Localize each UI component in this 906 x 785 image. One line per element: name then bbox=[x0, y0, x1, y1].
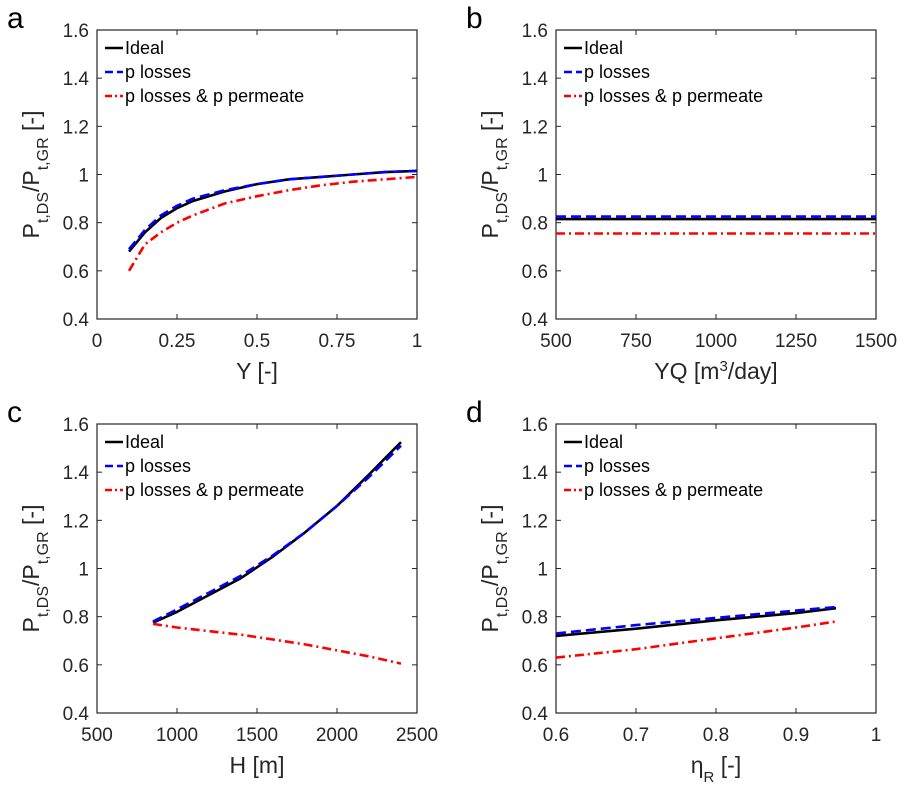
x-tick-label: 500 bbox=[540, 331, 572, 352]
y-tick-label: 1.4 bbox=[63, 463, 90, 484]
y-tick-label: 0.6 bbox=[63, 262, 89, 283]
legend-entry: Ideal bbox=[584, 38, 623, 58]
y-tick-label: 1 bbox=[78, 166, 89, 187]
x-tick-label: 750 bbox=[620, 331, 652, 352]
y-tick-label: 1.4 bbox=[522, 463, 549, 484]
series-line-p-losses-p-permeate bbox=[152, 622, 402, 665]
panel-letter: d bbox=[466, 396, 483, 429]
x-tick-label: 1500 bbox=[236, 725, 278, 746]
y-axis-label: Pt,DS/Pt,GR [-] bbox=[18, 111, 52, 239]
series-line-p-losses bbox=[556, 605, 837, 635]
y-tick-label: 0.4 bbox=[63, 704, 90, 725]
legend-entry: p losses bbox=[125, 456, 191, 476]
legend-entry: p losses & p permeate bbox=[584, 480, 763, 500]
legend-entry: p losses & p permeate bbox=[125, 86, 304, 106]
panel-c: 500 1000 1500 2000 2500 0.4 0.6 0.8 1 1.2 1.4 1.6 H … bbox=[7, 396, 438, 778]
y-tick-label: 1.6 bbox=[63, 21, 89, 42]
y-tick-label: 0.8 bbox=[63, 214, 89, 235]
legend-entry: Ideal bbox=[125, 38, 164, 58]
y-axis-label: Pt,DS/Pt,GR [-] bbox=[18, 505, 52, 633]
y-tick-label: 0.8 bbox=[522, 608, 548, 629]
y-tick-label: 1.6 bbox=[63, 415, 89, 436]
x-tick-label: 0.7 bbox=[623, 725, 649, 746]
panel-letter: a bbox=[7, 2, 24, 35]
x-tick-label: 0.75 bbox=[319, 331, 356, 352]
y-tick-label: 0.8 bbox=[522, 214, 548, 235]
y-tick-label: 0.6 bbox=[522, 656, 548, 677]
legend-entry: p losses & p permeate bbox=[125, 480, 304, 500]
y-tick-label: 0.4 bbox=[63, 310, 90, 331]
y-tick-label: 1.2 bbox=[522, 511, 548, 532]
x-tick-label: 1 bbox=[412, 331, 423, 352]
series-line-p-losses bbox=[152, 444, 402, 623]
panel-d: 0.6 0.7 0.8 0.9 10.40.60.811.21.41.6ηR [-]Pt… bbox=[466, 396, 881, 785]
x-tick-label: 500 bbox=[81, 725, 113, 746]
x-tick-label: 1 bbox=[871, 725, 882, 746]
series-line-ideal bbox=[127, 169, 417, 253]
x-axis-label: H [m] bbox=[230, 752, 285, 778]
y-axis-label: Pt,DS/Pt,GR [-] bbox=[477, 505, 511, 633]
legend-entry: p losses bbox=[584, 62, 650, 82]
y-tick-label: 1.6 bbox=[522, 21, 548, 42]
y-tick-label: 0.8 bbox=[63, 608, 89, 629]
x-tick-label: 1250 bbox=[775, 331, 817, 352]
y-tick-label: 1.6 bbox=[522, 415, 548, 436]
y-tick-label: 0.6 bbox=[522, 262, 548, 283]
axes-box bbox=[555, 423, 877, 714]
x-tick-label: 0 bbox=[92, 331, 103, 352]
legend-entry: p losses bbox=[584, 456, 650, 476]
legend-entry: p losses bbox=[125, 62, 191, 82]
x-axis-label: ηR [-] bbox=[691, 752, 741, 785]
series-line-ideal bbox=[556, 606, 837, 638]
legend-entry: p losses & p permeate bbox=[584, 86, 763, 106]
x-axis-label: YQ [m3/day] bbox=[654, 358, 777, 385]
y-axis-label: Pt,DS/Pt,GR [-] bbox=[477, 111, 511, 239]
x-tick-label: 0.25 bbox=[159, 331, 196, 352]
y-tick-label: 1 bbox=[78, 560, 89, 581]
y-tick-label: 1.2 bbox=[63, 117, 89, 138]
y-tick-label: 1.2 bbox=[63, 511, 89, 532]
y-tick-label: 1 bbox=[537, 560, 548, 581]
x-tick-label: 0.5 bbox=[244, 331, 270, 352]
x-axis-label: Y [-] bbox=[236, 358, 278, 384]
x-tick-label: 0.9 bbox=[783, 725, 809, 746]
y-tick-label: 0.4 bbox=[522, 704, 549, 725]
x-tick-label: 1000 bbox=[156, 725, 198, 746]
x-tick-label: 2500 bbox=[396, 725, 438, 746]
panel-letter: c bbox=[7, 396, 22, 429]
legend-entry: Ideal bbox=[125, 432, 164, 452]
y-tick-label: 1.4 bbox=[63, 69, 90, 90]
panel-letter: b bbox=[466, 2, 483, 35]
y-tick-label: 1 bbox=[537, 166, 548, 187]
x-tick-label: 1000 bbox=[695, 331, 737, 352]
y-tick-label: 0.4 bbox=[522, 310, 549, 331]
y-tick-label: 1.4 bbox=[522, 69, 549, 90]
y-tick-label: 0.6 bbox=[63, 656, 89, 677]
series-line-p-losses-p-permeate bbox=[556, 620, 837, 659]
series-line-p-losses-p-permeate bbox=[127, 175, 417, 272]
panel-b: 500 750 1000 1250 1500 0.4 0.6 0.8 1 1.2 1.4 1.6 YQ … bbox=[466, 2, 897, 384]
legend-entry: Ideal bbox=[584, 432, 623, 452]
x-tick-label: 0.6 bbox=[543, 725, 569, 746]
x-tick-label: 2000 bbox=[316, 725, 358, 746]
axes-box bbox=[555, 29, 877, 320]
panel-a: 0 0.25 0.5 0.75 1 0.4 0.6 0.8 1 1.2 1.4 1.6 Y [-] Pt,… bbox=[7, 2, 422, 384]
y-tick-label: 1.2 bbox=[522, 117, 548, 138]
x-tick-label: 1500 bbox=[855, 331, 897, 352]
x-tick-label: 0.8 bbox=[703, 725, 729, 746]
